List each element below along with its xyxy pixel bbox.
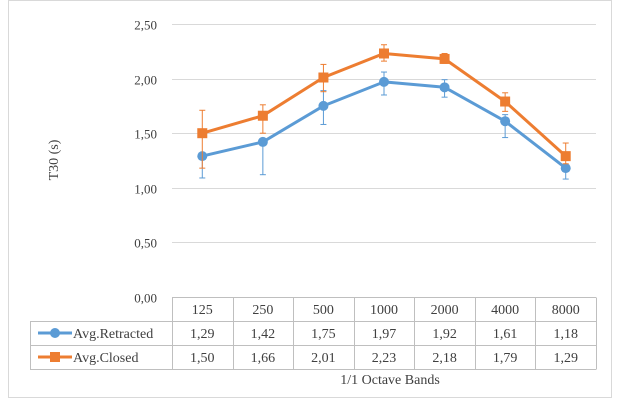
x-tick-label: 250: [252, 303, 273, 318]
x-tick-label: 1000: [370, 303, 398, 318]
data-point: [379, 76, 389, 87]
y-tick-label: 0,00: [134, 291, 157, 306]
chart-frame: [8, 0, 612, 398]
data-point: [257, 136, 268, 147]
x-tick-label: 500: [313, 303, 334, 318]
data-label: 1,29: [190, 327, 215, 342]
x-axis-label: 1/1 Octave Bands: [340, 373, 440, 388]
x-tick-label: 2000: [431, 303, 459, 318]
x-tick-label: 8000: [552, 303, 580, 318]
data-label: 1,75: [311, 327, 336, 342]
gridlines: [172, 24, 596, 243]
data-point: [500, 96, 511, 107]
data-label: 1,79: [493, 351, 518, 366]
data-point: [379, 48, 389, 59]
data-label: 1,18: [553, 327, 578, 342]
data-point: [439, 82, 450, 93]
legend-key-1: [38, 328, 72, 338]
y-axis-label: T30 (s): [47, 139, 62, 180]
y-tick-label: 2,50: [134, 18, 157, 33]
y-tick-label: 1,50: [134, 127, 157, 142]
y-tick-label: 1,00: [134, 182, 157, 197]
data-point: [500, 116, 511, 127]
data-point: [318, 72, 329, 83]
series-layer: [197, 44, 571, 180]
data-point: [197, 128, 208, 139]
legend-label: Avg.Retracted: [73, 327, 153, 342]
data-label: 1,42: [251, 327, 276, 342]
data-table: 125 250 500 1000 2000 4000 8000 Avg.Retracted 1,…: [30, 297, 597, 370]
data-label: 1,50: [190, 351, 215, 366]
legend-label: Avg.Closed: [73, 351, 138, 366]
error-bar: [199, 109, 206, 169]
data-label: 1,97: [372, 327, 397, 342]
data-point: [560, 163, 571, 174]
data-label: 2,23: [372, 351, 397, 366]
x-tick-label: 4000: [491, 303, 519, 318]
data-point: [318, 100, 329, 111]
data-label: 1,66: [251, 351, 276, 366]
data-point: [439, 53, 450, 64]
data-point: [257, 110, 268, 121]
data-label: 2,18: [432, 351, 457, 366]
y-tick-labels: 0,00 0,50 1,00 1,50 2,00 2,50: [134, 18, 157, 306]
x-tick-label: 125: [192, 303, 213, 318]
data-label: 1,29: [553, 351, 578, 366]
data-label: 2,01: [311, 351, 336, 366]
data-label: 1,61: [493, 327, 518, 342]
y-tick-label: 0,50: [134, 236, 157, 251]
legend-key-2: [38, 352, 72, 362]
series-2: [197, 44, 571, 169]
data-point: [560, 151, 571, 162]
y-tick-label: 2,00: [134, 73, 157, 88]
data-label: 1,92: [432, 327, 457, 342]
